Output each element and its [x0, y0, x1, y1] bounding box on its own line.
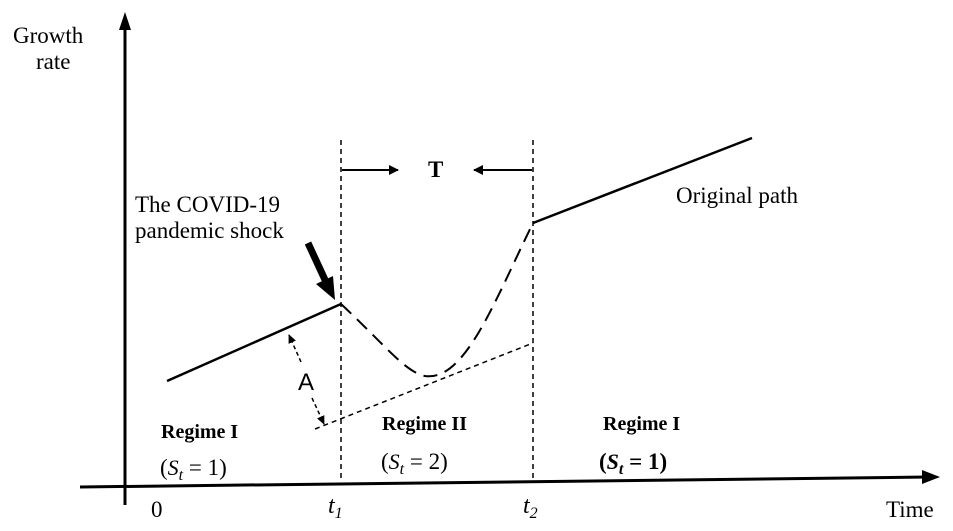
shock-dip-curve — [340, 222, 534, 378]
x-axis — [79, 475, 929, 489]
regime-1-state: (St = 1) — [160, 456, 227, 484]
shock-arrowhead — [316, 276, 335, 300]
regime-2-sub: t — [399, 461, 405, 478]
regime-2-state: (St = 2) — [381, 450, 448, 478]
regime-1-var: S — [167, 455, 179, 480]
regime-1-open: ( — [160, 455, 168, 480]
regime-3-var: S — [606, 449, 619, 474]
regime-2-title: Regime II — [382, 413, 467, 435]
regime-3-state: (St = 1) — [599, 450, 667, 478]
gap-label: A — [298, 369, 315, 396]
y-axis-label-line1: Growth — [13, 23, 84, 48]
regime-1-rest: = 1) — [183, 455, 227, 480]
regime-2-rest: = 2) — [404, 449, 448, 474]
shock-label-line1: The COVID-19 — [135, 192, 280, 217]
t1-label: t1 — [328, 494, 343, 522]
regime-1-sub: t — [178, 467, 184, 484]
y-axis-label-line2: rate — [36, 49, 71, 74]
regime-1-title: Regime I — [161, 421, 239, 443]
x-axis-label: Time — [886, 497, 934, 522]
x-axis-arrowhead — [922, 470, 940, 484]
gap-arrow-top — [288, 334, 302, 363]
regime-3-rest: = 1) — [623, 449, 668, 474]
t1-base: t — [328, 493, 335, 519]
original-path-after — [532, 136, 753, 225]
shock-label-line2: pandemic shock — [135, 218, 284, 243]
t2-base: t — [523, 493, 530, 519]
regime-2-var: S — [388, 449, 400, 474]
gap-arrow-bottom — [311, 397, 325, 425]
t2-label: t2 — [523, 494, 538, 522]
regime-3-title: Regime I — [603, 413, 681, 435]
y-axis-arrowhead — [119, 12, 131, 30]
regime-3-open: ( — [599, 449, 607, 474]
t2-sub: 2 — [529, 505, 538, 522]
t1-sub: 1 — [334, 505, 343, 522]
regime-3-sub: t — [618, 461, 624, 478]
interval-label: T — [428, 157, 444, 182]
regime-2-open: ( — [381, 449, 389, 474]
shock-arrow — [304, 241, 330, 284]
regime-i-path-before — [166, 302, 342, 383]
origin-label: 0 — [151, 497, 163, 522]
shifted-path — [314, 342, 534, 430]
original-path-label: Original path — [676, 183, 798, 208]
